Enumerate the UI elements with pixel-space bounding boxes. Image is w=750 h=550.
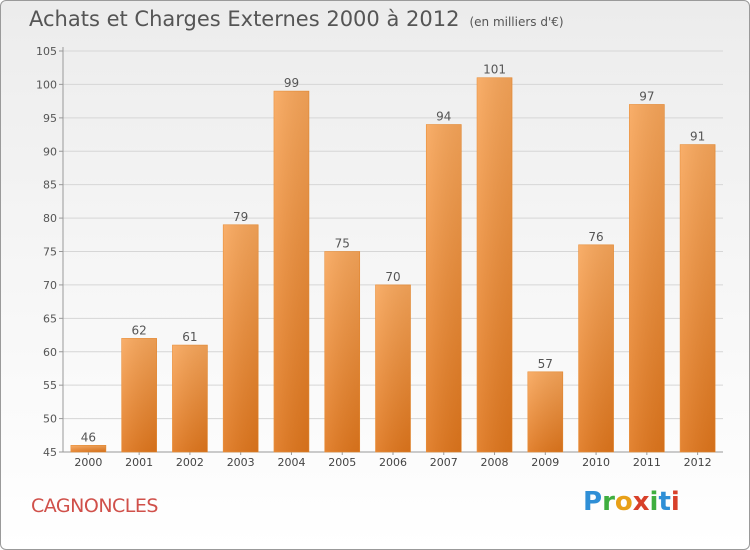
y-tick-label: 90 [43, 145, 57, 158]
x-tick-label: 2000 [74, 456, 102, 469]
place-name: CAGNONCLES [31, 495, 158, 517]
x-tick-label: 2007 [430, 456, 458, 469]
y-tick-label: 95 [43, 112, 57, 125]
bar-shade [477, 77, 513, 452]
bar-shade [629, 104, 665, 452]
bar-shade [680, 144, 716, 453]
x-tick-label: 2008 [481, 456, 509, 469]
bar-shade [375, 284, 411, 452]
logo-letter: r [602, 487, 615, 517]
x-tick-label: 2010 [582, 456, 610, 469]
x-tick-label: 2012 [684, 456, 712, 469]
bar-shade [527, 371, 563, 452]
value-label: 75 [335, 237, 350, 251]
y-tick-label: 50 [43, 413, 57, 426]
value-label: 70 [385, 270, 400, 284]
x-tick-label: 2003 [227, 456, 255, 469]
x-tick-label: 2005 [328, 456, 356, 469]
logo-letter: x [632, 487, 650, 517]
y-tick-label: 105 [36, 45, 57, 58]
y-tick-label: 85 [43, 179, 57, 192]
x-tick-label: 2001 [125, 456, 153, 469]
bar-shade [578, 244, 614, 452]
title-main: Achats et Charges Externes 2000 à 2012 [29, 7, 460, 31]
value-label: 94 [436, 110, 451, 124]
proxiti-logo: Proxiti [583, 487, 680, 517]
y-tick-label: 45 [43, 446, 57, 459]
y-tick-label: 100 [36, 78, 57, 91]
chart-title: Achats et Charges Externes 2000 à 2012 (e… [29, 7, 564, 31]
logo-letter: i [649, 487, 659, 517]
title-unit: (en milliers d'€) [469, 15, 564, 29]
logo-letter: t [658, 487, 671, 517]
value-label: 79 [233, 210, 248, 224]
bar-shade [121, 338, 157, 452]
value-label: 57 [538, 357, 553, 371]
value-label: 99 [284, 76, 299, 90]
value-label: 76 [588, 230, 603, 244]
logo-letter: i [670, 487, 680, 517]
x-tick-label: 2004 [277, 456, 305, 469]
value-label: 91 [690, 130, 705, 144]
logo-letter: o [614, 487, 633, 517]
x-tick-label: 2006 [379, 456, 407, 469]
y-tick-label: 60 [43, 346, 57, 359]
y-tick-label: 70 [43, 279, 57, 292]
value-label: 61 [182, 330, 197, 344]
bar-shade [70, 445, 106, 452]
x-tick-label: 2009 [531, 456, 559, 469]
bar-shade [324, 251, 360, 452]
y-tick-label: 75 [43, 246, 57, 259]
y-tick-label: 55 [43, 379, 57, 392]
value-label: 46 [81, 430, 96, 444]
value-label: 101 [483, 63, 506, 77]
x-tick-label: 2002 [176, 456, 204, 469]
logo-letter: P [583, 487, 603, 517]
bar-shade [273, 91, 309, 452]
value-label: 62 [132, 323, 147, 337]
bar-shade [223, 224, 259, 452]
x-tick-label: 2011 [633, 456, 661, 469]
bar-shade [172, 345, 208, 452]
y-tick-label: 80 [43, 212, 57, 225]
value-label: 97 [639, 89, 654, 103]
bar-shade [426, 124, 462, 453]
y-tick-label: 65 [43, 312, 57, 325]
